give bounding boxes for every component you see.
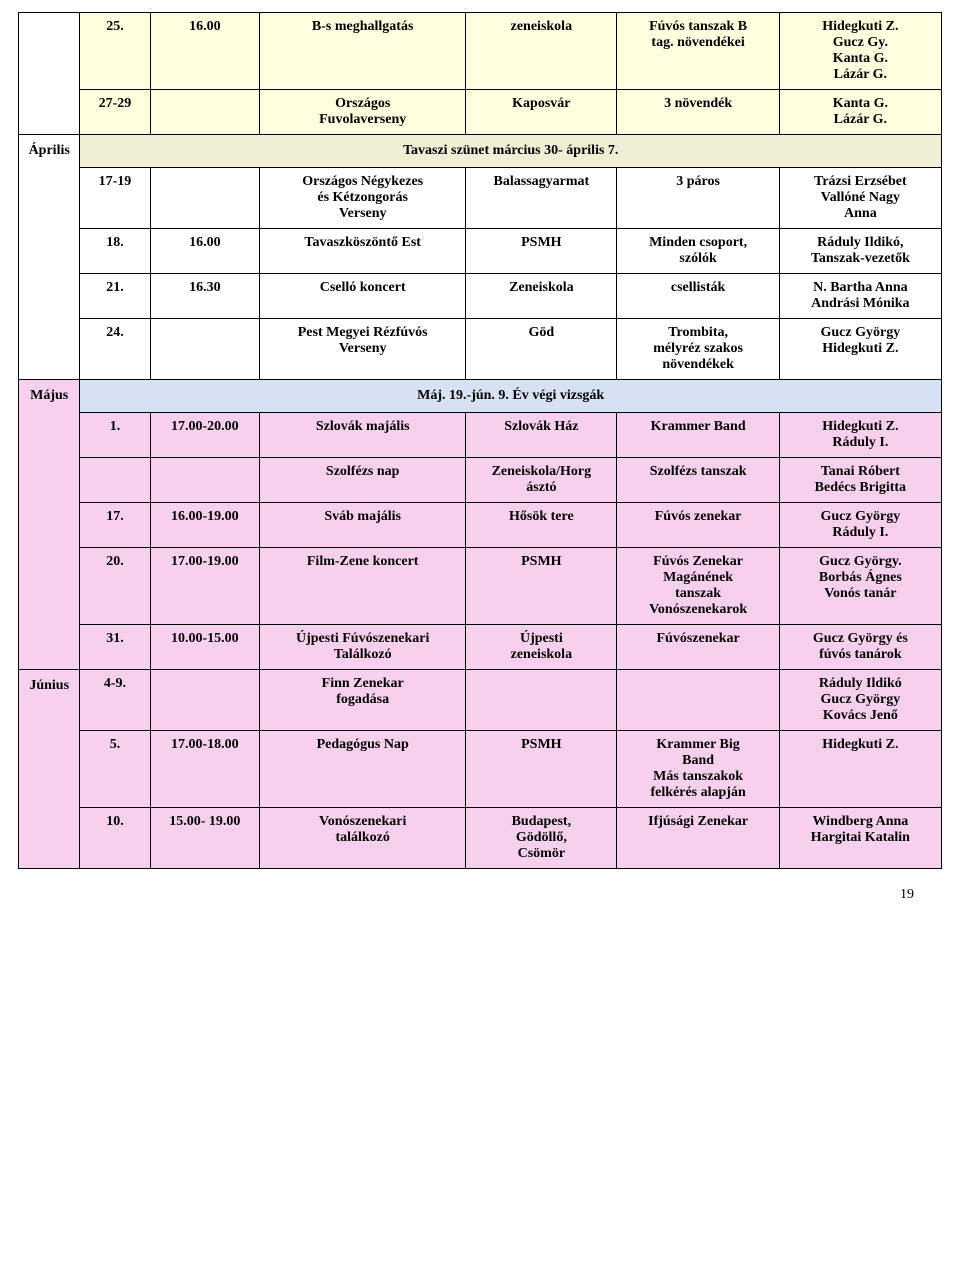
cell-participants: Fúvós tanszak Btag. növendékei bbox=[617, 13, 779, 90]
cell-date: 17-19 bbox=[80, 168, 150, 229]
cell-time: 17.00-19.00 bbox=[150, 548, 260, 625]
month-label-april: Április bbox=[19, 135, 80, 380]
cell-responsible: Gucz György ésfúvós tanárok bbox=[779, 625, 941, 670]
cell-time bbox=[150, 168, 260, 229]
cell-responsible: N. Bartha AnnaAndrási Mónika bbox=[779, 274, 941, 319]
cell-location: Balassagyarmat bbox=[466, 168, 617, 229]
cell-responsible: Hidegkuti Z. bbox=[779, 731, 941, 808]
cell-responsible: Kanta G.Lázár G. bbox=[779, 90, 941, 135]
cell-responsible: Trázsi ErzsébetVallóné NagyAnna bbox=[779, 168, 941, 229]
cell-date: 17. bbox=[80, 503, 150, 548]
cell-participants: Fúvós ZenekarMagánénektanszakVonószeneka… bbox=[617, 548, 779, 625]
month-label-june: Június bbox=[19, 670, 80, 869]
cell-event: Vonószenekaritalálkozó bbox=[260, 808, 466, 869]
cell-responsible: Tanai RóbertBedécs Brigitta bbox=[779, 458, 941, 503]
cell-location: Kaposvár bbox=[466, 90, 617, 135]
cell-date bbox=[80, 458, 150, 503]
cell-location: Szlovák Ház bbox=[466, 413, 617, 458]
page-number: 19 bbox=[18, 869, 942, 903]
cell-responsible: Ráduly Ildikó,Tanszak-vezetők bbox=[779, 229, 941, 274]
cell-date: 1. bbox=[80, 413, 150, 458]
cell-responsible: Ráduly IldikóGucz GyörgyKovács Jenő bbox=[779, 670, 941, 731]
cell-responsible: Windberg AnnaHargitai Katalin bbox=[779, 808, 941, 869]
cell-location: zeneiskola bbox=[466, 13, 617, 90]
cell-location: Hősök tere bbox=[466, 503, 617, 548]
cell-location: Göd bbox=[466, 319, 617, 380]
month-label-may: Május bbox=[19, 380, 80, 670]
cell-participants: 3 páros bbox=[617, 168, 779, 229]
cell-date: 5. bbox=[80, 731, 150, 808]
cell-participants: Ifjúsági Zenekar bbox=[617, 808, 779, 869]
cell-date: 4-9. bbox=[80, 670, 150, 731]
cell-participants: Krammer Band bbox=[617, 413, 779, 458]
cell-participants: Fúvószenekar bbox=[617, 625, 779, 670]
cell-responsible: Gucz GyörgyHidegkuti Z. bbox=[779, 319, 941, 380]
cell-responsible: Hidegkuti Z.Gucz Gy.Kanta G.Lázár G. bbox=[779, 13, 941, 90]
cell-participants: Minden csoport,szólók bbox=[617, 229, 779, 274]
cell-participants: Trombita,mélyréz szakosnövendékek bbox=[617, 319, 779, 380]
cell-time: 16.00-19.00 bbox=[150, 503, 260, 548]
cell-location bbox=[466, 670, 617, 731]
cell-date: 10. bbox=[80, 808, 150, 869]
cell-responsible: Gucz György.Borbás ÁgnesVonós tanár bbox=[779, 548, 941, 625]
cell-location: Zeneiskola/Horgásztó bbox=[466, 458, 617, 503]
cell-event: Film-Zene koncert bbox=[260, 548, 466, 625]
cell-time: 16.00 bbox=[150, 13, 260, 90]
cell-event: Cselló koncert bbox=[260, 274, 466, 319]
cell-time: 16.00 bbox=[150, 229, 260, 274]
spring-break-banner: Tavaszi szünet március 30- április 7. bbox=[80, 135, 942, 168]
schedule-table: 25. 16.00 B-s meghallgatás zeneiskola Fú… bbox=[18, 12, 942, 869]
cell-date: 27-29 bbox=[80, 90, 150, 135]
cell-location: PSMH bbox=[466, 548, 617, 625]
cell-location: PSMH bbox=[466, 229, 617, 274]
cell-date: 20. bbox=[80, 548, 150, 625]
cell-location: Budapest,Gödöllő,Csömör bbox=[466, 808, 617, 869]
cell-date: 25. bbox=[80, 13, 150, 90]
cell-location: Újpestizeneiskola bbox=[466, 625, 617, 670]
cell-participants: Szolfézs tanszak bbox=[617, 458, 779, 503]
cell-responsible: Gucz GyörgyRáduly I. bbox=[779, 503, 941, 548]
cell-responsible: Hidegkuti Z.Ráduly I. bbox=[779, 413, 941, 458]
cell-time bbox=[150, 319, 260, 380]
cell-participants bbox=[617, 670, 779, 731]
cell-time: 15.00- 19.00 bbox=[150, 808, 260, 869]
cell-participants: Krammer BigBandMás tanszakokfelkérés ala… bbox=[617, 731, 779, 808]
cell-location: Zeneiskola bbox=[466, 274, 617, 319]
cell-event: Sváb majális bbox=[260, 503, 466, 548]
cell-time: 17.00-18.00 bbox=[150, 731, 260, 808]
cell-date: 21. bbox=[80, 274, 150, 319]
cell-event: Pest Megyei RézfúvósVerseny bbox=[260, 319, 466, 380]
cell-event: OrszágosFuvolaverseny bbox=[260, 90, 466, 135]
may-exams-banner: Máj. 19.-jún. 9. Év végi vizsgák bbox=[80, 380, 942, 413]
cell-time bbox=[150, 90, 260, 135]
cell-participants: csellisták bbox=[617, 274, 779, 319]
cell-date: 31. bbox=[80, 625, 150, 670]
cell-event: B-s meghallgatás bbox=[260, 13, 466, 90]
cell-location: PSMH bbox=[466, 731, 617, 808]
cell-time: 16.30 bbox=[150, 274, 260, 319]
month-spacer-top bbox=[19, 13, 80, 135]
cell-event: Finn Zenekarfogadása bbox=[260, 670, 466, 731]
cell-time: 10.00-15.00 bbox=[150, 625, 260, 670]
cell-date: 24. bbox=[80, 319, 150, 380]
cell-event: Pedagógus Nap bbox=[260, 731, 466, 808]
cell-participants: Fúvós zenekar bbox=[617, 503, 779, 548]
cell-participants: 3 növendék bbox=[617, 90, 779, 135]
cell-event: Szlovák majális bbox=[260, 413, 466, 458]
cell-event: Országos Négykezesés KétzongorásVerseny bbox=[260, 168, 466, 229]
cell-time bbox=[150, 670, 260, 731]
cell-date: 18. bbox=[80, 229, 150, 274]
cell-event: Tavaszköszöntő Est bbox=[260, 229, 466, 274]
cell-time bbox=[150, 458, 260, 503]
cell-event: Szolfézs nap bbox=[260, 458, 466, 503]
cell-time: 17.00-20.00 bbox=[150, 413, 260, 458]
cell-event: Újpesti FúvószenekariTalálkozó bbox=[260, 625, 466, 670]
